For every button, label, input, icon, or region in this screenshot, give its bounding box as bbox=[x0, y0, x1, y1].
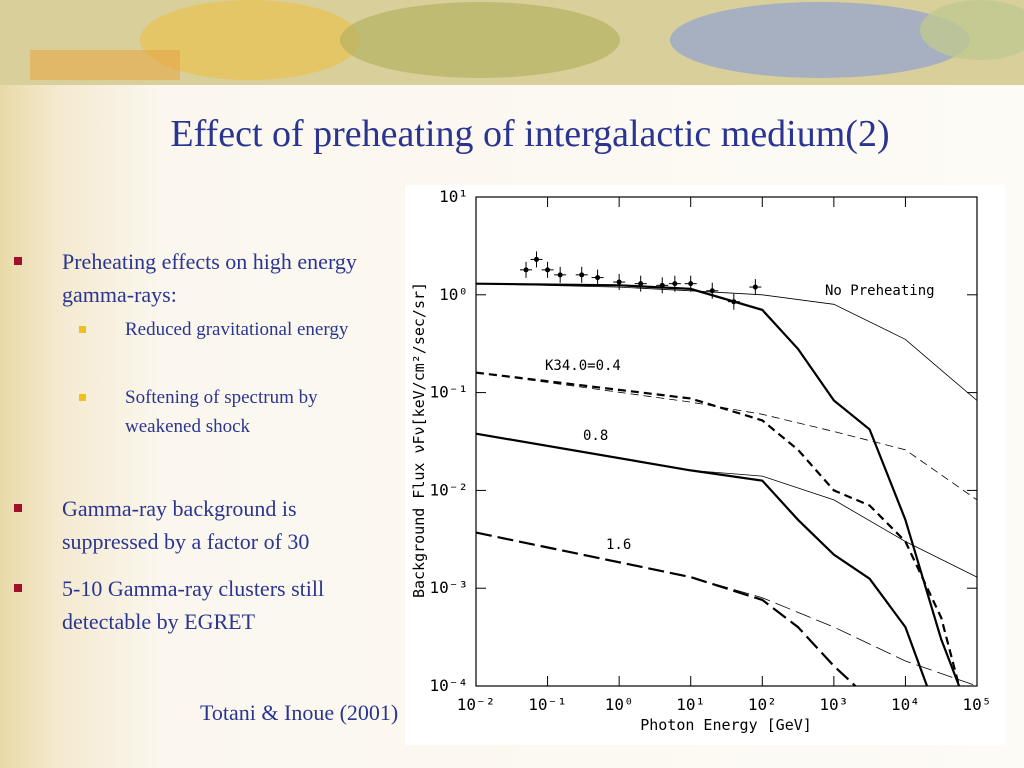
data-point bbox=[595, 275, 601, 281]
leaf bbox=[670, 2, 970, 78]
sub-bullet: Reduced gravitational energy bbox=[79, 315, 365, 344]
data-point bbox=[557, 272, 563, 278]
data-point bbox=[523, 267, 529, 273]
x-axis-label: Photon Energy [GeV] bbox=[640, 716, 812, 734]
curve bbox=[475, 372, 978, 501]
data-point bbox=[616, 279, 622, 285]
curve bbox=[475, 283, 978, 401]
leaf bbox=[30, 50, 180, 80]
plot-frame bbox=[475, 196, 978, 687]
leaf bbox=[140, 0, 360, 80]
curve-label: K34.0=0.4 bbox=[545, 358, 621, 374]
x-tick-label: 10² bbox=[748, 695, 777, 714]
chart-background bbox=[405, 185, 1005, 745]
data-point bbox=[709, 288, 715, 294]
data-point bbox=[752, 284, 758, 290]
x-tick-label: 10⁻² bbox=[457, 695, 496, 714]
curve-label: 1.6 bbox=[606, 537, 631, 553]
slide-title: Effect of preheating of intergalactic me… bbox=[170, 113, 890, 155]
x-tick-label: 10⁻¹ bbox=[528, 695, 567, 714]
leaf bbox=[340, 2, 620, 78]
data-point bbox=[638, 281, 644, 287]
y-tick-label: 10¹ bbox=[439, 187, 468, 206]
data-point bbox=[659, 282, 665, 288]
curve-label: 0.8 bbox=[583, 428, 608, 444]
y-tick-label: 10⁰ bbox=[439, 285, 468, 304]
x-tick-label: 10¹ bbox=[676, 695, 705, 714]
curve bbox=[475, 282, 961, 687]
curve bbox=[475, 371, 961, 687]
curve bbox=[475, 433, 978, 578]
bullet: 5-10 Gamma-ray clusters still detectable… bbox=[14, 572, 382, 638]
y-tick-label: 10⁻⁴ bbox=[429, 676, 468, 695]
y-axis-label: Background Flux νFν[keV/cm²/sec/sr] bbox=[410, 282, 428, 598]
data-point bbox=[688, 281, 694, 287]
x-tick-label: 10⁵ bbox=[963, 695, 992, 714]
data-point bbox=[533, 256, 539, 262]
data-point bbox=[545, 267, 551, 273]
x-tick-label: 10⁰ bbox=[605, 695, 634, 714]
sub-bullet: Softening of spectrum by weakened shock bbox=[79, 383, 365, 441]
curve-label: No Preheating bbox=[825, 283, 935, 299]
x-tick-label: 10³ bbox=[819, 695, 848, 714]
data-point bbox=[731, 299, 737, 305]
y-tick-label: 10⁻² bbox=[429, 480, 468, 499]
bullet: Gamma-ray background is suppressed by a … bbox=[14, 492, 382, 558]
x-tick-label: 10⁴ bbox=[891, 695, 920, 714]
bullet: Preheating effects on high energy gamma-… bbox=[14, 245, 382, 311]
curve bbox=[475, 531, 857, 687]
citation: Totani & Inoue (2001) bbox=[200, 700, 399, 725]
curve bbox=[475, 532, 978, 687]
y-tick-label: 10⁻³ bbox=[429, 578, 468, 597]
data-point bbox=[672, 281, 678, 287]
curve bbox=[475, 432, 929, 687]
leaf bbox=[920, 0, 1024, 60]
y-tick-label: 10⁻¹ bbox=[429, 383, 468, 402]
data-point bbox=[579, 272, 585, 278]
